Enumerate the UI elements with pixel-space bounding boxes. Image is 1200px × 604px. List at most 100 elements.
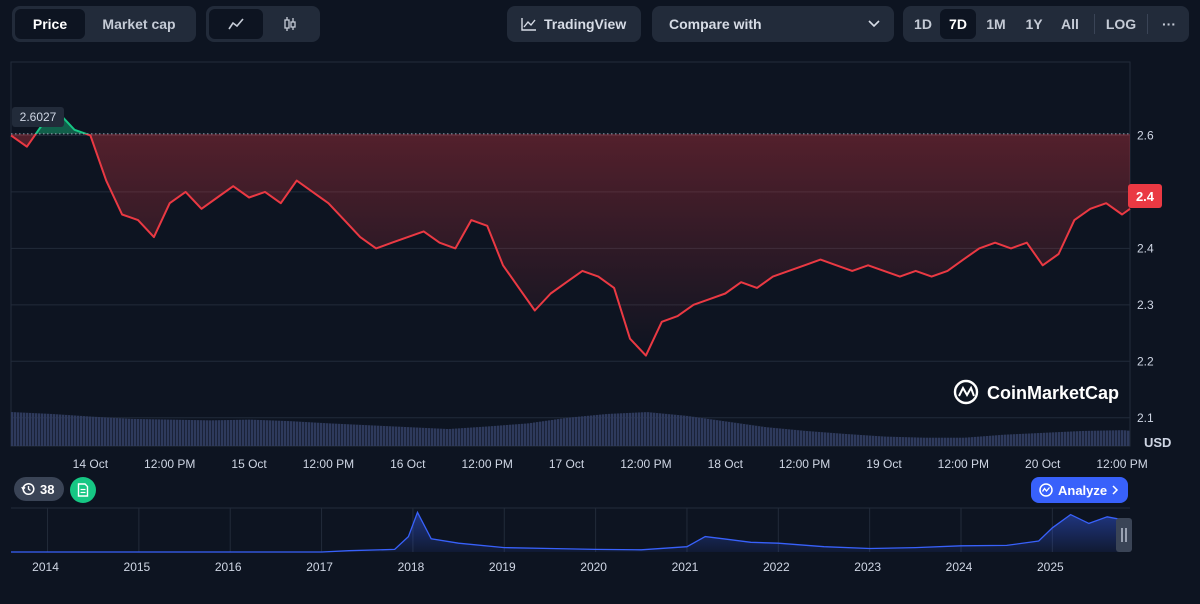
volume-bar bbox=[128, 418, 131, 446]
compare-select[interactable]: Compare with bbox=[652, 6, 894, 42]
volume-bar bbox=[566, 417, 569, 446]
range-1m[interactable]: 1M bbox=[986, 16, 1006, 32]
range-1y[interactable]: 1Y bbox=[1025, 16, 1043, 32]
volume-bar bbox=[77, 415, 80, 446]
y-tick-label: 2.2 bbox=[1137, 354, 1154, 368]
volume-bar bbox=[80, 415, 83, 446]
volume-bar bbox=[794, 429, 797, 446]
volume-bar bbox=[902, 437, 905, 446]
range-all[interactable]: All bbox=[1061, 16, 1079, 32]
volume-bar bbox=[62, 414, 65, 446]
tab-market-cap[interactable]: Market cap bbox=[102, 16, 176, 32]
history-badge[interactable]: 38 bbox=[14, 477, 64, 501]
volume-bar bbox=[275, 420, 278, 446]
volume-bar bbox=[38, 413, 41, 446]
range-7d[interactable]: 7D bbox=[940, 9, 976, 39]
volume-bar bbox=[404, 426, 407, 446]
volume-bar bbox=[587, 415, 590, 446]
candlestick-button[interactable] bbox=[263, 9, 317, 39]
volume-bar bbox=[887, 436, 890, 446]
volume-bar bbox=[1010, 434, 1013, 446]
volume-bar bbox=[47, 413, 50, 446]
volume-bar bbox=[173, 419, 176, 446]
volume-bar bbox=[1070, 431, 1073, 446]
volume-bar bbox=[617, 413, 620, 446]
notes-badge[interactable] bbox=[70, 477, 96, 503]
volume-bar bbox=[1067, 431, 1070, 446]
volume-bar bbox=[239, 419, 242, 446]
volume-bar bbox=[176, 419, 179, 446]
volume-bar bbox=[479, 426, 482, 446]
volume-bar bbox=[656, 413, 659, 446]
volume-bar bbox=[362, 424, 365, 446]
volume-bar bbox=[11, 412, 14, 446]
tab-price[interactable]: Price bbox=[15, 9, 85, 39]
volume-bar bbox=[836, 433, 839, 446]
volume-bar bbox=[944, 437, 947, 446]
volume-bar bbox=[161, 419, 164, 446]
volume-bar bbox=[521, 423, 524, 446]
volume-bar bbox=[707, 418, 710, 446]
volume-bar bbox=[983, 436, 986, 446]
volume-bar bbox=[1064, 431, 1067, 446]
analyze-button[interactable]: Analyze bbox=[1031, 477, 1128, 503]
volume-bar bbox=[368, 425, 371, 446]
volume-bar bbox=[644, 412, 647, 446]
history-count: 38 bbox=[40, 481, 55, 497]
volume-bar bbox=[407, 427, 410, 446]
line-chart-button[interactable] bbox=[209, 9, 263, 39]
volume-bar bbox=[314, 422, 317, 446]
volume-bar bbox=[992, 435, 995, 446]
volume-bar bbox=[806, 431, 809, 446]
volume-bar bbox=[503, 425, 506, 446]
volume-bar bbox=[830, 432, 833, 446]
volume-bar bbox=[158, 419, 161, 446]
navigator-handle[interactable] bbox=[1116, 518, 1132, 552]
volume-bar bbox=[761, 426, 764, 446]
volume-bar bbox=[431, 428, 434, 446]
volume-bar bbox=[749, 424, 752, 446]
volume-bar bbox=[635, 412, 638, 446]
volume-bar bbox=[338, 423, 341, 446]
volume-bar bbox=[416, 427, 419, 446]
volume-bar bbox=[1058, 432, 1061, 446]
volume-bar bbox=[803, 430, 806, 446]
x-tick-label: 12:00 PM bbox=[461, 457, 512, 471]
volume-bar bbox=[1076, 431, 1079, 446]
more-options-button[interactable]: ··· bbox=[1162, 16, 1176, 32]
tradingview-button[interactable]: TradingView bbox=[507, 6, 641, 42]
volume-bar bbox=[89, 416, 92, 446]
volume-bar bbox=[590, 415, 593, 446]
volume-bar bbox=[488, 426, 491, 446]
volume-bar bbox=[995, 435, 998, 446]
volume-bar bbox=[839, 433, 842, 446]
volume-bar bbox=[1112, 430, 1115, 446]
volume-bar bbox=[218, 420, 221, 446]
volume-bar bbox=[731, 422, 734, 446]
volume-bar bbox=[284, 420, 287, 446]
volume-bar bbox=[371, 425, 374, 446]
volume-bar bbox=[461, 428, 464, 446]
volume-bar bbox=[278, 420, 281, 446]
history-navigator[interactable]: 2014 2015 2016 2017 2018 2019 2020 2021 2022 2023… bbox=[0, 504, 1200, 604]
volume-bar bbox=[305, 422, 308, 446]
volume-bar bbox=[326, 423, 329, 446]
volume-bar bbox=[977, 436, 980, 446]
volume-bar bbox=[632, 412, 635, 446]
brand-name: CoinMarketCap bbox=[987, 383, 1119, 403]
volume-bar bbox=[548, 420, 551, 446]
volume-bar bbox=[209, 420, 212, 446]
volume-bar bbox=[344, 424, 347, 446]
volume-bar bbox=[167, 419, 170, 446]
volume-bar bbox=[1013, 434, 1016, 446]
volume-bar bbox=[287, 421, 290, 446]
volume-bar bbox=[257, 419, 260, 446]
volume-bar bbox=[1085, 430, 1088, 446]
volume-bar bbox=[215, 420, 218, 446]
range-1d[interactable]: 1D bbox=[914, 16, 932, 32]
volume-bar bbox=[320, 422, 323, 446]
volume-bar bbox=[389, 426, 392, 446]
volume-bar bbox=[947, 437, 950, 446]
log-scale-toggle[interactable]: LOG bbox=[1105, 16, 1137, 32]
